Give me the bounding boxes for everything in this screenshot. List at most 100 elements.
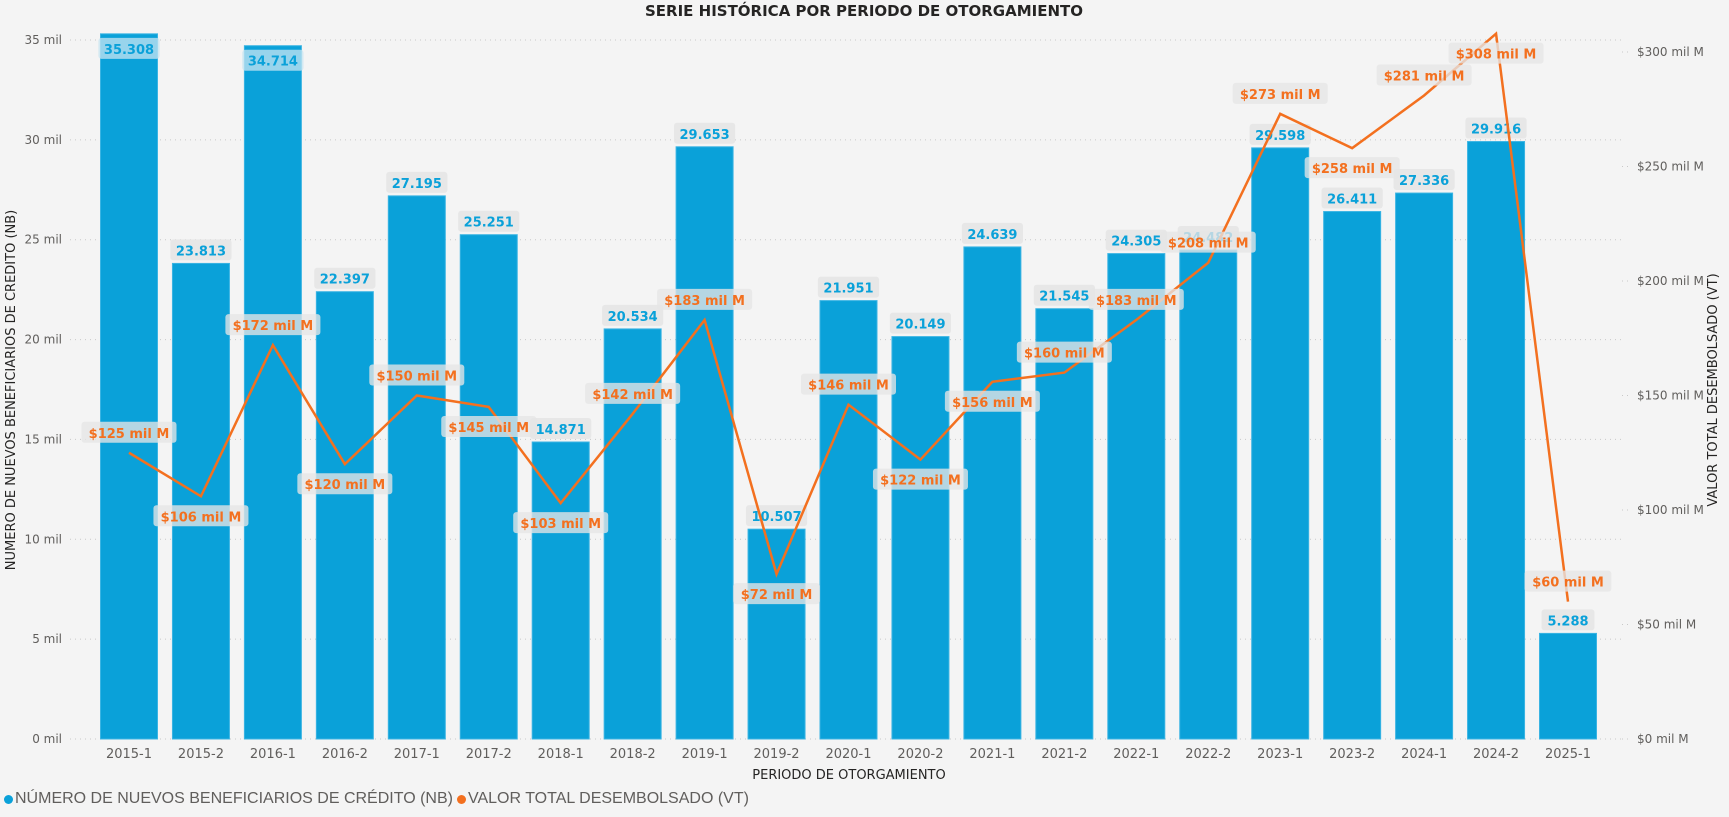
line-data-label: $60 mil M <box>1532 576 1604 591</box>
bar-data-label: 21.951 <box>823 282 873 297</box>
y-left-tick-label: 15 mil <box>25 432 62 446</box>
bar-label-box <box>1033 284 1095 306</box>
x-tick-label: 2022-2 <box>1185 747 1231 762</box>
y-right-tick-label: $50 mil M <box>1637 618 1696 632</box>
bar-data-label: 29.916 <box>1471 123 1521 138</box>
x-tick-label: 2025-1 <box>1545 747 1591 762</box>
bar-data-label: 27.195 <box>392 177 442 192</box>
bar-data-label: 27.336 <box>1399 174 1449 189</box>
bar-label-box <box>98 37 160 59</box>
line-data-label: $208 mil M <box>1168 237 1249 252</box>
x-tick-label: 2022-1 <box>1113 747 1159 762</box>
line-label-box <box>657 288 753 310</box>
y-axis-right-title: VALOR TOTAL DESEMBOLSADO (VT) <box>1706 273 1721 506</box>
line-data-label: $273 mil M <box>1240 88 1321 103</box>
y-left-tick-label: 30 mil <box>25 133 62 147</box>
line-label-box <box>733 583 820 605</box>
x-tick-label: 2015-2 <box>178 747 224 762</box>
bar <box>1539 632 1597 740</box>
x-tick-label: 2024-1 <box>1401 747 1447 762</box>
line-label-box <box>513 512 609 534</box>
bar <box>315 291 374 740</box>
bar-label-box <box>458 210 520 232</box>
line-data-label: $103 mil M <box>520 517 601 532</box>
bar-data-label: 20.534 <box>608 310 658 325</box>
line-data-label: $150 mil M <box>376 370 457 385</box>
bar-label-box <box>386 171 448 193</box>
line-data-label: $258 mil M <box>1312 162 1393 177</box>
bar-label-box <box>1541 609 1595 631</box>
line-data-label: $125 mil M <box>89 427 170 442</box>
x-tick-label: 2016-1 <box>250 747 296 762</box>
left-axis: 0 mil 5 mil 10 mil 15 mil 20 mil 25 mil 30 mil… <box>25 33 62 746</box>
bar-data-labels: 35.308 23.813 34.714 22.397 27.195 25.251 14.8… <box>98 37 1595 631</box>
x-tick-label: 2021-2 <box>1041 747 1087 762</box>
chart-title: SERIE HISTÓRICA POR PERIODO DE OTORGAMIE… <box>645 1 1083 20</box>
line-label-box <box>1088 288 1184 310</box>
bar <box>1467 141 1526 740</box>
y-left-tick-label: 35 mil <box>25 33 62 47</box>
line-label-box <box>297 473 393 495</box>
x-tick-label: 2021-1 <box>969 747 1015 762</box>
bar-data-label: 25.251 <box>464 216 514 231</box>
bar <box>100 33 158 740</box>
bar-data-label: 5.288 <box>1547 614 1588 629</box>
bar-data-label: 26.411 <box>1327 193 1377 208</box>
x-tick-label: 2024-2 <box>1473 747 1519 762</box>
bar-series <box>100 33 1597 740</box>
x-tick-label: 2023-1 <box>1257 747 1303 762</box>
legend-item-vt[interactable]: VALOR TOTAL DESEMBOLSADO (VT) <box>456 790 749 808</box>
x-tick-label: 2019-2 <box>754 747 800 762</box>
bar-label-box <box>170 239 232 261</box>
line-label-box <box>944 390 1040 412</box>
legend-label-vt: VALOR TOTAL DESEMBOLSADO (VT) <box>467 790 749 807</box>
bar-label-box <box>1249 123 1311 145</box>
line-data-label: $156 mil M <box>952 396 1033 411</box>
line-label-box <box>81 421 177 443</box>
bar-label-box <box>314 267 376 289</box>
x-tick-label: 2018-1 <box>538 747 584 762</box>
line-label-box <box>1232 82 1328 104</box>
bar-data-label: 29.653 <box>680 128 730 143</box>
bar-data-label: 23.813 <box>176 244 226 259</box>
bar <box>171 262 230 740</box>
bar-label-box <box>530 418 592 440</box>
bar-label-box <box>1321 187 1383 209</box>
line-data-label: $172 mil M <box>233 319 314 334</box>
bar <box>531 441 590 740</box>
x-axis-title: PERIODO DE OTORGAMIENTO <box>752 768 945 783</box>
y-right-tick-label: $250 mil M <box>1637 160 1704 174</box>
bar-data-label: 24.639 <box>967 228 1017 243</box>
line-label-box <box>1304 157 1400 179</box>
x-tick-label: 2023-2 <box>1329 747 1375 762</box>
y-right-tick-label: $300 mil M <box>1637 45 1704 59</box>
y-left-tick-label: 0 mil <box>32 732 62 746</box>
y-right-tick-label: $150 mil M <box>1637 389 1704 403</box>
bar-data-label: 35.308 <box>104 43 154 58</box>
line-label-box <box>1160 231 1256 253</box>
legend-item-nb[interactable]: NÚMERO DE NUEVOS BENEFICIARIOS DE CRÉDIT… <box>4 790 453 808</box>
bar <box>1395 192 1454 740</box>
line-label-box <box>153 505 249 527</box>
bar-label-box <box>817 276 880 298</box>
line-label-box <box>441 415 537 437</box>
line-label-box <box>1524 570 1612 592</box>
line-data-label: $106 mil M <box>161 510 242 525</box>
right-axis: $0 mil M $50 mil M $100 mil M $150 mil M $20… <box>1622 45 1704 746</box>
line-label-box <box>872 468 968 490</box>
legend-label-nb: NÚMERO DE NUEVOS BENEFICIARIOS DE CRÉDIT… <box>15 790 453 807</box>
bar-data-label: 24.305 <box>1111 235 1161 250</box>
bar-data-label: 10.507 <box>751 510 801 525</box>
x-tick-label: 2015-1 <box>106 747 152 762</box>
bar-data-label: 14.871 <box>536 423 586 438</box>
line-series <box>128 31 1570 602</box>
bar <box>1107 253 1166 740</box>
line-data-label: $183 mil M <box>1096 294 1177 309</box>
legend-dot-nb <box>4 794 13 804</box>
y-left-tick-label: 25 mil <box>25 233 62 247</box>
y-left-tick-label: 20 mil <box>25 333 62 347</box>
bar <box>891 336 950 740</box>
y-right-tick-label: $100 mil M <box>1637 503 1704 517</box>
line-label-box <box>585 382 681 404</box>
bar-label-box <box>889 312 952 334</box>
